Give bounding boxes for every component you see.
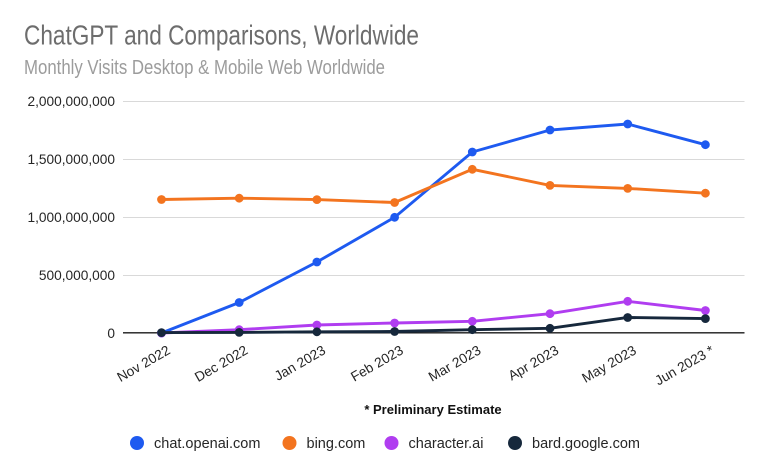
svg-text:2,000,000,000: 2,000,000,000 xyxy=(27,94,115,109)
svg-text:bing.com: bing.com xyxy=(307,436,366,452)
svg-text:bard.google.com: bard.google.com xyxy=(532,436,640,452)
svg-text:500,000,000: 500,000,000 xyxy=(39,268,116,283)
svg-text:ChatGPT and Comparisons, World: ChatGPT and Comparisons, Worldwide xyxy=(24,19,419,50)
svg-text:1,500,000,000: 1,500,000,000 xyxy=(27,152,115,167)
svg-text:character.ai: character.ai xyxy=(409,436,484,452)
svg-text:1,000,000,000: 1,000,000,000 xyxy=(27,210,115,225)
svg-text:0: 0 xyxy=(107,326,115,341)
svg-text:Monthly Visits Desktop & Mobil: Monthly Visits Desktop & Mobile Web Worl… xyxy=(24,57,385,79)
svg-text:* Preliminary Estimate: * Preliminary Estimate xyxy=(364,402,501,417)
svg-text:chat.openai.com: chat.openai.com xyxy=(154,436,260,452)
